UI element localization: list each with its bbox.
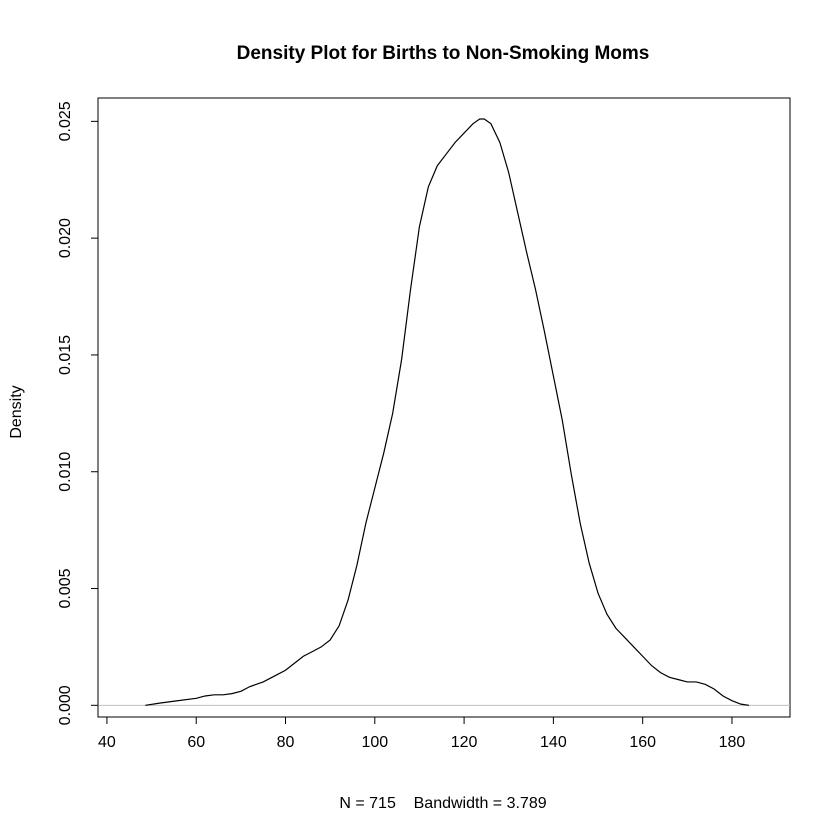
x-tick-label: 100: [361, 734, 388, 751]
y-tick-label: 0.015: [57, 335, 74, 375]
y-tick-label: 0.025: [57, 101, 74, 141]
y-tick-label: 0.020: [57, 218, 74, 258]
y-axis-label: Density: [8, 385, 25, 438]
x-tick-label: 60: [187, 734, 205, 751]
x-tick-label: 120: [451, 734, 478, 751]
x-tick-label: 80: [277, 734, 295, 751]
x-tick-label: 140: [540, 734, 567, 751]
x-tick-label: 180: [719, 734, 746, 751]
x-tick-label: 160: [629, 734, 656, 751]
plot-area: [98, 118, 790, 706]
y-tick-label: 0.010: [57, 452, 74, 492]
y-axis: 0.000 0.005 0.010 0.015 0.020 0.025: [57, 101, 99, 725]
density-curve: [145, 118, 750, 706]
x-axis-label: N = 715 Bandwidth = 3.789: [339, 795, 546, 812]
x-axis: 40 60 80 100 120 140 160 180: [98, 716, 746, 751]
chart-title: Density Plot for Births to Non-Smoking M…: [237, 43, 650, 64]
y-tick-label: 0.000: [57, 685, 74, 725]
y-tick-label: 0.005: [57, 568, 74, 608]
x-tick-label: 40: [98, 734, 116, 751]
plot-frame: [97, 97, 791, 718]
